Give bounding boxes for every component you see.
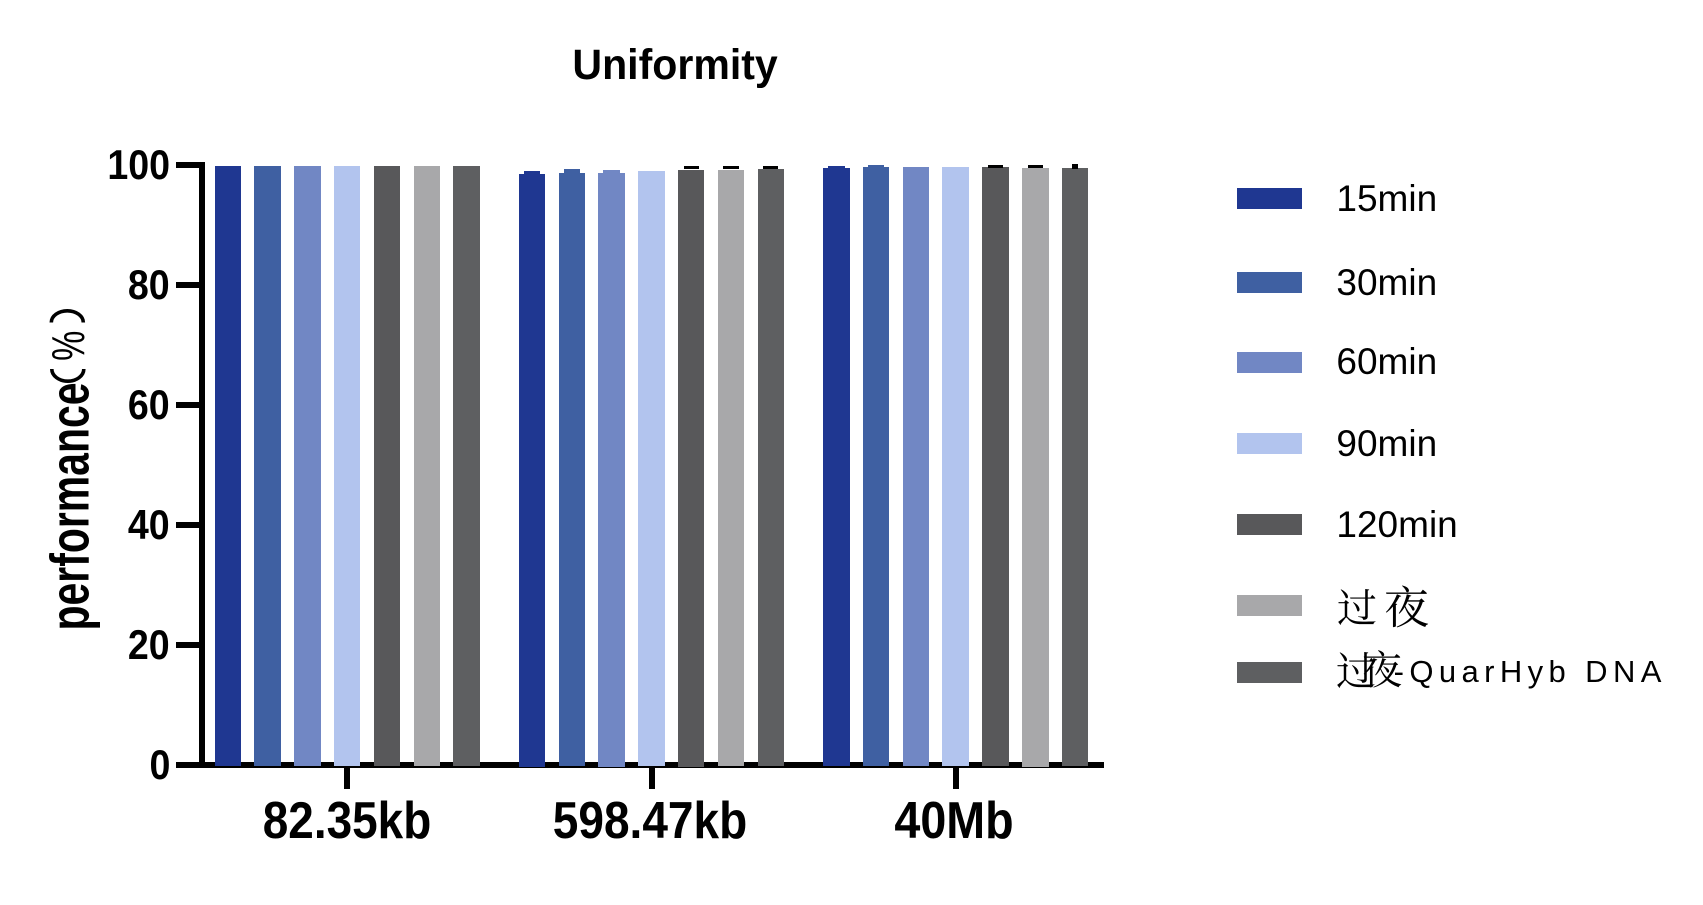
svg-text:%: % — [42, 331, 94, 361]
svg-text:performance: performance — [39, 383, 100, 631]
